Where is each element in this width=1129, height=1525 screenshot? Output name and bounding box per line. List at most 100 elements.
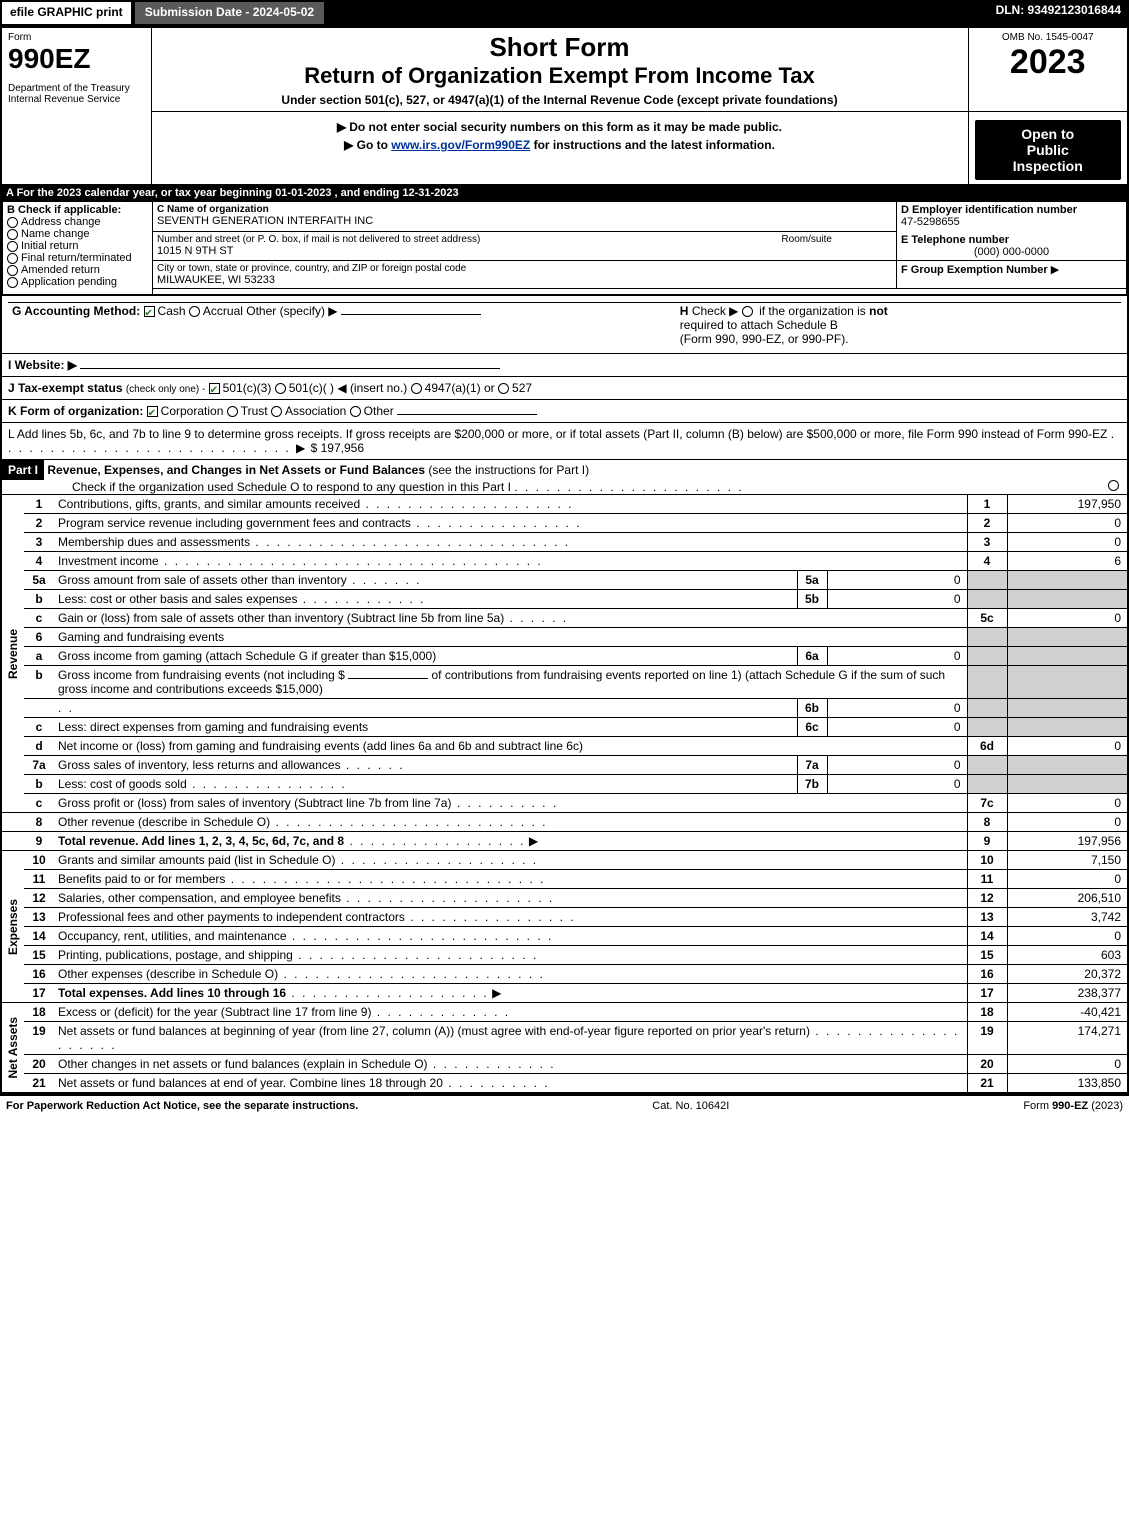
- irs-link[interactable]: www.irs.gov/Form990EZ: [391, 138, 530, 152]
- line-21-rn: 21: [967, 1074, 1007, 1093]
- open-line1: Open to: [979, 126, 1118, 142]
- h-txt4: (Form 990, 990-EZ, or 990-PF).: [680, 332, 849, 346]
- line-6a-iv: 0: [827, 647, 967, 666]
- line-14-rn: 14: [967, 927, 1007, 946]
- line-5c-desc: Gain or (loss) from sale of assets other…: [58, 611, 504, 625]
- line-4-rn: 4: [967, 552, 1007, 571]
- line-1-rn: 1: [967, 495, 1007, 514]
- website-input[interactable]: [80, 368, 500, 369]
- cb-label-1: Name change: [21, 228, 90, 240]
- line-21-num: 21: [24, 1074, 54, 1093]
- box-g-label: G Accounting Method:: [12, 304, 140, 318]
- cb-schedule-o[interactable]: [1108, 480, 1119, 491]
- box-d-header: D Employer identification number: [901, 204, 1122, 216]
- subtitle: Under section 501(c), 527, or 4947(a)(1)…: [158, 93, 962, 107]
- tax-year: 2023: [975, 43, 1122, 82]
- other-specify-input[interactable]: [341, 314, 481, 315]
- line-6a-desc: Gross income from gaming (attach Schedul…: [58, 649, 436, 663]
- line-19-num: 19: [24, 1022, 54, 1055]
- line-18-val: -40,421: [1007, 1003, 1127, 1022]
- line-12-desc: Salaries, other compensation, and employ…: [58, 891, 341, 905]
- open-line2: Public: [979, 142, 1118, 158]
- line-20-val: 0: [1007, 1055, 1127, 1074]
- main-title: Return of Organization Exempt From Incom…: [158, 63, 962, 89]
- line-8-val: 0: [1007, 813, 1127, 832]
- part1-title: Revenue, Expenses, and Changes in Net As…: [47, 463, 425, 477]
- line-17-rn: 17: [967, 984, 1007, 1003]
- cb-527[interactable]: [498, 383, 509, 394]
- dept-label: Department of the Treasury: [8, 83, 145, 94]
- cash-label: Cash: [158, 304, 186, 318]
- other-org-input[interactable]: [397, 414, 537, 415]
- line-20-desc: Other changes in net assets or fund bala…: [58, 1057, 428, 1071]
- line-6a-num: a: [24, 647, 54, 666]
- box-i-label: I Website: ▶: [8, 358, 77, 372]
- line-15-num: 15: [24, 946, 54, 965]
- cb-501c[interactable]: [275, 383, 286, 394]
- line-21-desc: Net assets or fund balances at end of ye…: [58, 1076, 443, 1090]
- cb-final-return[interactable]: Final return/terminated: [7, 252, 148, 264]
- cb-assoc[interactable]: [271, 406, 282, 417]
- line-6b-amount-input[interactable]: [348, 678, 428, 679]
- cb-address-change[interactable]: Address change: [7, 216, 148, 228]
- dln: DLN: 93492123016844: [988, 0, 1129, 26]
- cb-4947[interactable]: [411, 383, 422, 394]
- line-7a-desc: Gross sales of inventory, less returns a…: [58, 758, 341, 772]
- street-address: 1015 N 9TH ST: [157, 245, 892, 257]
- org-name: SEVENTH GENERATION INTERFAITH INC: [157, 215, 892, 227]
- line-6c-num: c: [24, 718, 54, 737]
- line-9-num: 9: [24, 832, 54, 851]
- top-bar: efile GRAPHIC print Submission Date - 20…: [0, 0, 1129, 26]
- line-15-rn: 15: [967, 946, 1007, 965]
- line-6-num: 6: [24, 628, 54, 647]
- cb-initial-return[interactable]: Initial return: [7, 240, 148, 252]
- part1-check-line: Check if the organization used Schedule …: [2, 480, 511, 494]
- box-b-header: B Check if applicable:: [7, 204, 148, 216]
- cb-amended-return[interactable]: Amended return: [7, 264, 148, 276]
- line-11-desc: Benefits paid to or for members: [58, 872, 225, 886]
- cb-corp[interactable]: [147, 406, 158, 417]
- line-13-val: 3,742: [1007, 908, 1127, 927]
- line-5a-num: 5a: [24, 571, 54, 590]
- cb-501c3[interactable]: [209, 383, 220, 394]
- line-16-val: 20,372: [1007, 965, 1127, 984]
- line-9-val: 197,956: [1007, 832, 1127, 851]
- line-6b-num: b: [24, 666, 54, 699]
- line-1-desc: Contributions, gifts, grants, and simila…: [58, 497, 360, 511]
- cb-other-org[interactable]: [350, 406, 361, 417]
- line-5b-num: b: [24, 590, 54, 609]
- line-14-num: 14: [24, 927, 54, 946]
- line-6d-val: 0: [1007, 737, 1127, 756]
- line-6c-desc: Less: direct expenses from gaming and fu…: [58, 720, 368, 734]
- arrow-icon: ▶: [1051, 264, 1059, 276]
- cb-cash[interactable]: [144, 306, 155, 317]
- form-label: Form: [8, 32, 145, 43]
- line-18-rn: 18: [967, 1003, 1007, 1022]
- line-19-rn: 19: [967, 1022, 1007, 1055]
- line-5b-iv: 0: [827, 590, 967, 609]
- room-header: Room/suite: [781, 234, 832, 245]
- line-1-val: 197,950: [1007, 495, 1127, 514]
- cb-h[interactable]: [742, 306, 753, 317]
- cb-application-pending[interactable]: Application pending: [7, 276, 148, 288]
- line-11-rn: 11: [967, 870, 1007, 889]
- line-7a-num: 7a: [24, 756, 54, 775]
- line-10-num: 10: [24, 851, 54, 870]
- line-5a-iv: 0: [827, 571, 967, 590]
- part1-note: (see the instructions for Part I): [428, 463, 589, 477]
- ssn-warning: Do not enter social security numbers on …: [158, 120, 962, 134]
- line-3-desc: Membership dues and assessments: [58, 535, 250, 549]
- cb-trust[interactable]: [227, 406, 238, 417]
- line-6c-in: 6c: [797, 718, 827, 737]
- h-not: not: [869, 304, 888, 318]
- j-o3: 4947(a)(1) or: [425, 381, 495, 395]
- line-15-desc: Printing, publications, postage, and shi…: [58, 948, 293, 962]
- ein: 47-5298655: [901, 216, 1122, 228]
- cb-name-change[interactable]: Name change: [7, 228, 148, 240]
- cb-accrual[interactable]: [189, 306, 200, 317]
- line-6-desc: Gaming and fundraising events: [54, 628, 967, 647]
- city-state-zip: MILWAUKEE, WI 53233: [157, 274, 892, 286]
- line-6d-rn: 6d: [967, 737, 1007, 756]
- line-10-val: 7,150: [1007, 851, 1127, 870]
- k-o3: Association: [285, 404, 346, 418]
